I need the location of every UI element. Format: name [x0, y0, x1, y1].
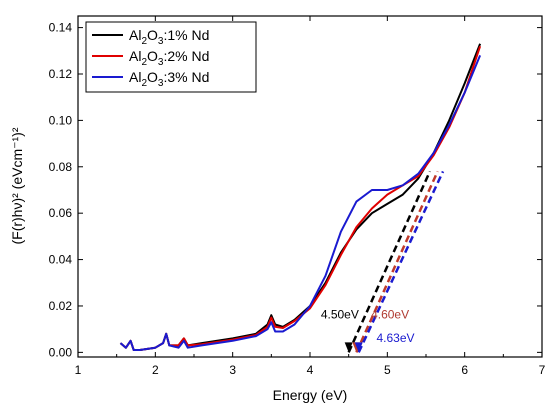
- tangent-line-1: [347, 170, 432, 353]
- legend-label-1: Al2O3:1% Nd: [129, 27, 209, 47]
- annotation-layer: 4.50eV 4.60eV 4.63eV: [321, 308, 415, 345]
- legend-box: [85, 21, 257, 93]
- legend: Al2O3:1% Nd Al2O3:2% Nd Al2O3:3% Nd: [85, 21, 257, 93]
- bandgap-label-3: 4.63eV: [377, 331, 415, 345]
- y-tick-label: 0.06: [49, 206, 73, 220]
- x-tick-label: 7: [539, 363, 546, 377]
- x-tick-label: 2: [152, 363, 159, 377]
- x-tick-label: 3: [229, 363, 236, 377]
- y-axis-ticks: 0.00 0.02 0.04 0.06 0.08 0.10 0.12 0.14: [49, 21, 542, 359]
- series-layer: [119, 43, 482, 351]
- y-tick-label: 0.10: [49, 113, 73, 127]
- y-tick-label: 0.00: [49, 345, 73, 359]
- x-tick-label: 6: [461, 363, 468, 377]
- y-axis-title: (F(r)hν)² (eVcm⁻¹)²: [9, 127, 25, 244]
- tangent-arrowhead-1: [344, 342, 353, 353]
- legend-label-3: Al2O3:3% Nd: [129, 69, 209, 89]
- bandgap-label-2: 4.60eV: [371, 308, 409, 322]
- bandgap-label-1: 4.50eV: [321, 308, 359, 322]
- y-tick-label: 0.04: [49, 253, 73, 267]
- x-axis-ticks: 1 2 3 4 5 6 7: [75, 16, 546, 377]
- x-axis-title: Energy (eV): [273, 387, 348, 403]
- x-tick-label: 5: [384, 363, 391, 377]
- tangent-line-3: [357, 170, 445, 353]
- tangent-line-2: [355, 170, 439, 353]
- x-tick-label: 4: [307, 363, 314, 377]
- y-tick-label: 0.12: [49, 67, 73, 81]
- y-tick-label: 0.02: [49, 299, 73, 313]
- legend-label-2: Al2O3:2% Nd: [129, 48, 209, 68]
- y-tick-label: 0.14: [49, 21, 73, 35]
- y-tick-label: 0.08: [49, 160, 73, 174]
- x-tick-label: 1: [75, 363, 82, 377]
- tangent-arrowhead-3: [354, 342, 363, 353]
- series-line-3: [119, 55, 482, 351]
- tangent-layer: [344, 170, 445, 353]
